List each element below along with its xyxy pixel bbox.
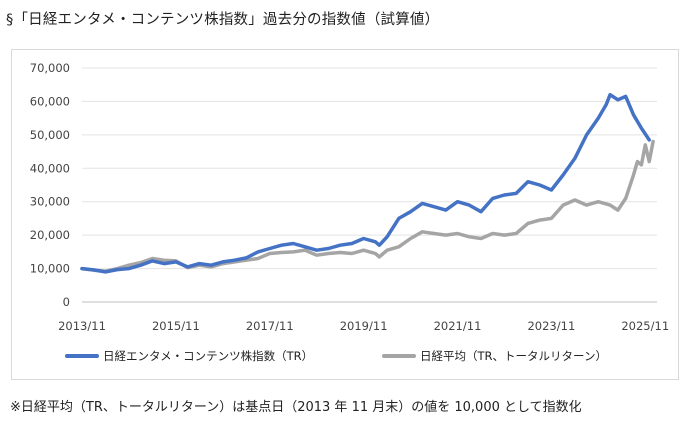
- y-tick-label: 60,000: [30, 94, 70, 108]
- series-line-entame-index: [80, 92, 651, 274]
- x-tick-label: 2025/11: [621, 319, 669, 333]
- chart-container: 0 10,000 20,000 30,000 40,000 50,000 60,000 70,…: [11, 49, 679, 380]
- legend-label: 日経平均（TR、トータルリターン）: [420, 349, 607, 363]
- x-tick-label: 2021/11: [434, 319, 482, 333]
- x-tick-label: 2013/11: [58, 319, 106, 333]
- legend-label: 日経エンタメ・コンテンツ株指数（TR）: [103, 349, 313, 363]
- line-chart: 0 10,000 20,000 30,000 40,000 50,000 60,000 70,…: [30, 61, 669, 363]
- page-title: §「日経エンタメ・コンテンツ株指数」過去分の指数値（試算値）: [6, 12, 440, 28]
- x-tick-label: 2017/11: [246, 319, 294, 333]
- x-tick-label: 2023/11: [527, 319, 575, 333]
- series-lines: [80, 92, 655, 274]
- y-tick-label: 30,000: [30, 195, 70, 209]
- gridlines: [82, 67, 657, 303]
- y-tick-label: 10,000: [30, 262, 70, 276]
- y-axis-tick-labels: 0 10,000 20,000 30,000 40,000 50,000 60,000 70,…: [30, 61, 70, 309]
- y-tick-label: 0: [63, 295, 70, 309]
- x-tick-label: 2019/11: [340, 319, 388, 333]
- x-axis-tick-labels: 2013/11 2015/11 2017/11 2019/11 2021/11 2023/…: [58, 319, 669, 333]
- y-tick-label: 20,000: [30, 228, 70, 242]
- footnote: ※日経平均（TR、トータルリターン）は基点日（2013 年 11 月末）の値を …: [10, 400, 582, 415]
- legend: 日経エンタメ・コンテンツ株指数（TR） 日経平均（TR、トータルリターン）: [65, 349, 607, 363]
- x-tick-label: 2015/11: [152, 319, 200, 333]
- y-tick-label: 70,000: [30, 61, 70, 75]
- y-tick-label: 40,000: [30, 161, 70, 175]
- series-line-nikkei-average: [80, 139, 655, 273]
- y-tick-label: 50,000: [30, 128, 70, 142]
